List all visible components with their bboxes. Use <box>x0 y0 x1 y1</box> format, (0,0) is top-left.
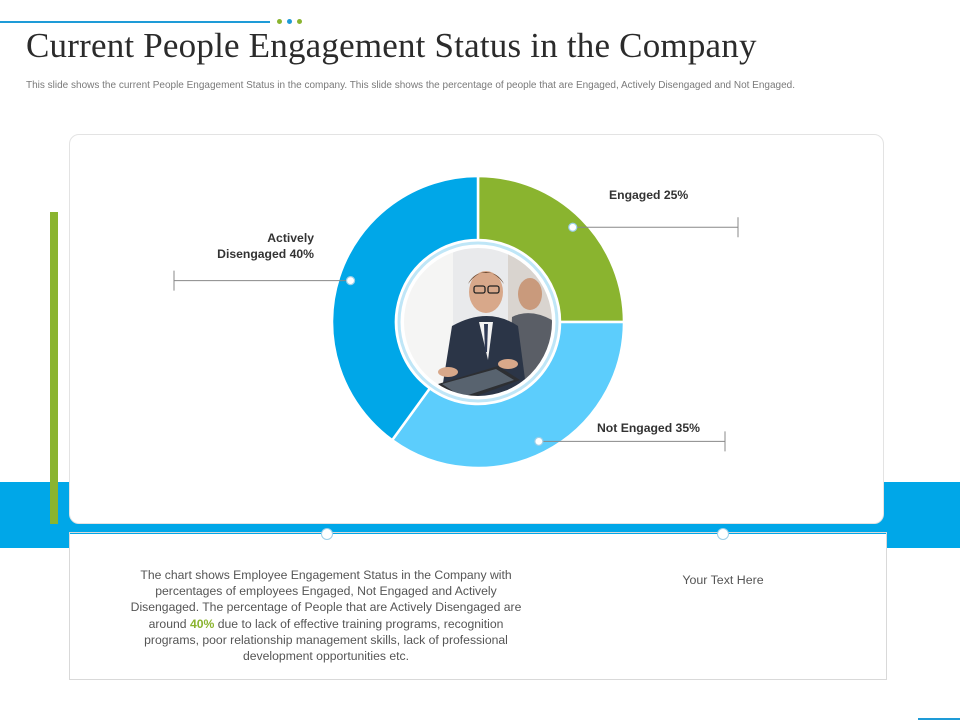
chart-description: The chart shows Employee Engagement Stat… <box>128 567 524 664</box>
description-box <box>69 532 887 680</box>
timeline-marker-2 <box>717 528 729 540</box>
label-not-engaged: Not Engaged 35% <box>597 420 700 436</box>
header-accent-line <box>0 21 270 23</box>
accent-dot-green-2 <box>297 19 302 24</box>
page-title: Current People Engagement Status in the … <box>26 26 757 65</box>
label-engaged-text: Engaged 25% <box>609 188 689 202</box>
donut-inner-ring <box>397 241 559 403</box>
slice-engaged <box>476 174 626 324</box>
accent-dot-green <box>277 19 282 24</box>
label-actively-disengaged: Actively Disengaged 40% <box>210 230 314 262</box>
label-not-engaged-text: Not Engaged 35% <box>597 421 700 435</box>
accent-dot-blue <box>287 19 292 24</box>
timeline-marker-1 <box>321 528 333 540</box>
label-actively-disengaged-line2: Disengaged 40% <box>217 247 314 261</box>
description-text-2: due to lack of effective training progra… <box>144 616 508 664</box>
footer-accent-line <box>918 718 960 720</box>
description-highlight: 40% <box>189 616 215 631</box>
leader-dot-2 <box>345 275 356 286</box>
label-engaged: Engaged 25% <box>609 187 688 203</box>
green-accent-bar <box>50 212 58 524</box>
leader-dot-1 <box>534 436 544 446</box>
slice-actively-disengaged <box>330 174 480 442</box>
description-box-top-line <box>70 533 886 534</box>
center-photo-border <box>402 246 554 398</box>
description-text-1: The chart shows Employee Engagement Stat… <box>130 568 522 631</box>
slice-not-engaged <box>390 320 626 470</box>
placeholder-text[interactable]: Your Text Here <box>682 573 764 587</box>
donut-chart <box>173 174 739 470</box>
label-actively-disengaged-line1: Actively <box>267 231 314 245</box>
page-subtitle: This slide shows the current People Enga… <box>26 80 795 91</box>
leader-dot-0 <box>568 222 578 232</box>
